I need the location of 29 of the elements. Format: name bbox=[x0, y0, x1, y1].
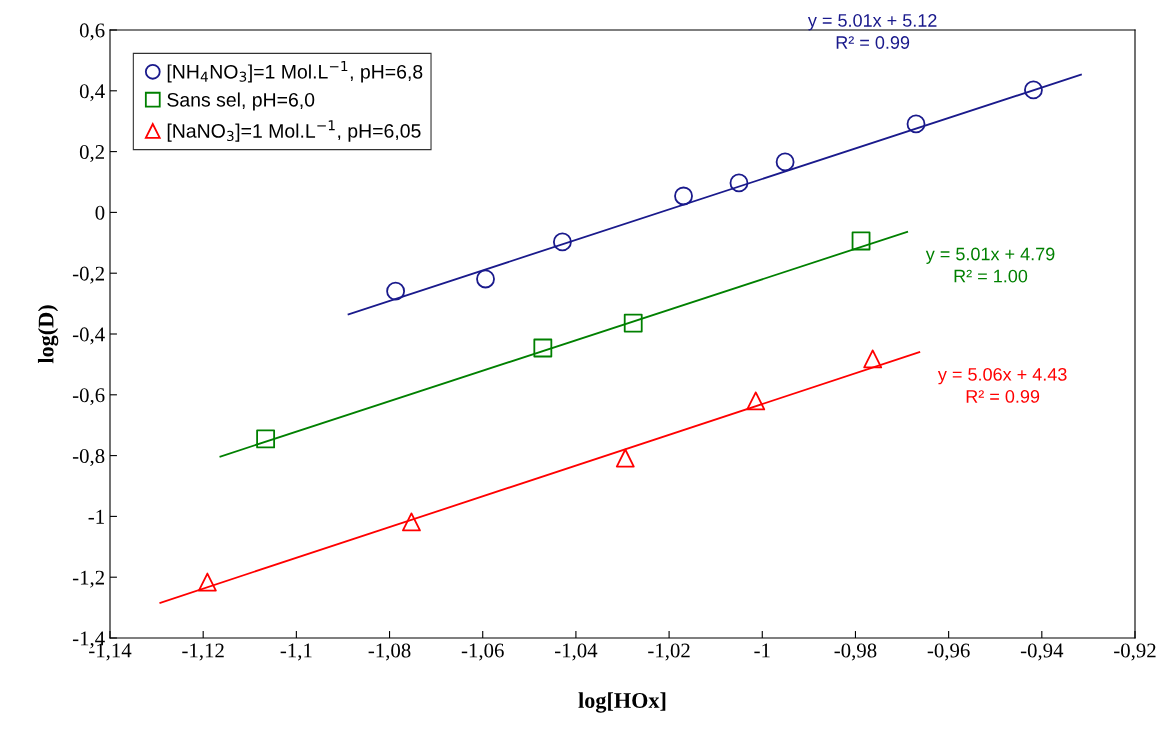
x-tick-label: -1 bbox=[754, 643, 770, 658]
annotation: y = 5.06x + 4.43 R² = 0.99 bbox=[937, 367, 1067, 403]
x-tick-label: -0,98 bbox=[834, 643, 877, 661]
y-tick-label: 0,2 bbox=[79, 144, 104, 163]
y-tick-label: -0,8 bbox=[72, 448, 105, 467]
annotation: y = 5.01x + 4.79 R² = 1.00 bbox=[925, 247, 1055, 283]
legend-label: Sans sel, pH=6,0 bbox=[167, 92, 315, 111]
y-tick-label: -0,6 bbox=[72, 388, 105, 406]
x-tick-label: -1,12 bbox=[182, 643, 224, 661]
x-axis-title: log[HOx] bbox=[578, 692, 666, 713]
x-tick-label: -0,94 bbox=[1020, 643, 1064, 661]
x-tick-label: -1,1 bbox=[280, 643, 312, 661]
legend-label: [NH$_{4}$NO$_{3}$]=1 Mol.L$^{−1}$, pH=6,8 bbox=[167, 61, 423, 83]
x-tick-label: -1,06 bbox=[461, 643, 504, 661]
x-tick-label: -1,04 bbox=[554, 643, 598, 661]
y-tick-label: -0,4 bbox=[72, 327, 105, 345]
y-tick-label: -1,2 bbox=[72, 570, 104, 588]
y-tick-label: 0 bbox=[95, 205, 105, 220]
y-axis-title: log(D) bbox=[37, 305, 59, 364]
x-tick-label: -1,02 bbox=[648, 643, 690, 661]
x-tick-label: -0,92 bbox=[1114, 643, 1156, 661]
x-tick-label: -1,08 bbox=[368, 643, 411, 661]
y-tick-label: -0,2 bbox=[72, 266, 104, 284]
annotation: y = 5.01x + 5.12 R² = 0.99 bbox=[807, 14, 937, 49]
y-tick-label: 0,6 bbox=[79, 23, 105, 41]
y-tick-label: -1 bbox=[88, 509, 104, 524]
y-tick-label: 0,4 bbox=[79, 84, 105, 102]
legend-label: [NaNO$_{3}$]=1 Mol.L$^{−1}$, pH=6,05 bbox=[167, 120, 421, 142]
x-tick-label: -0,96 bbox=[927, 643, 970, 661]
